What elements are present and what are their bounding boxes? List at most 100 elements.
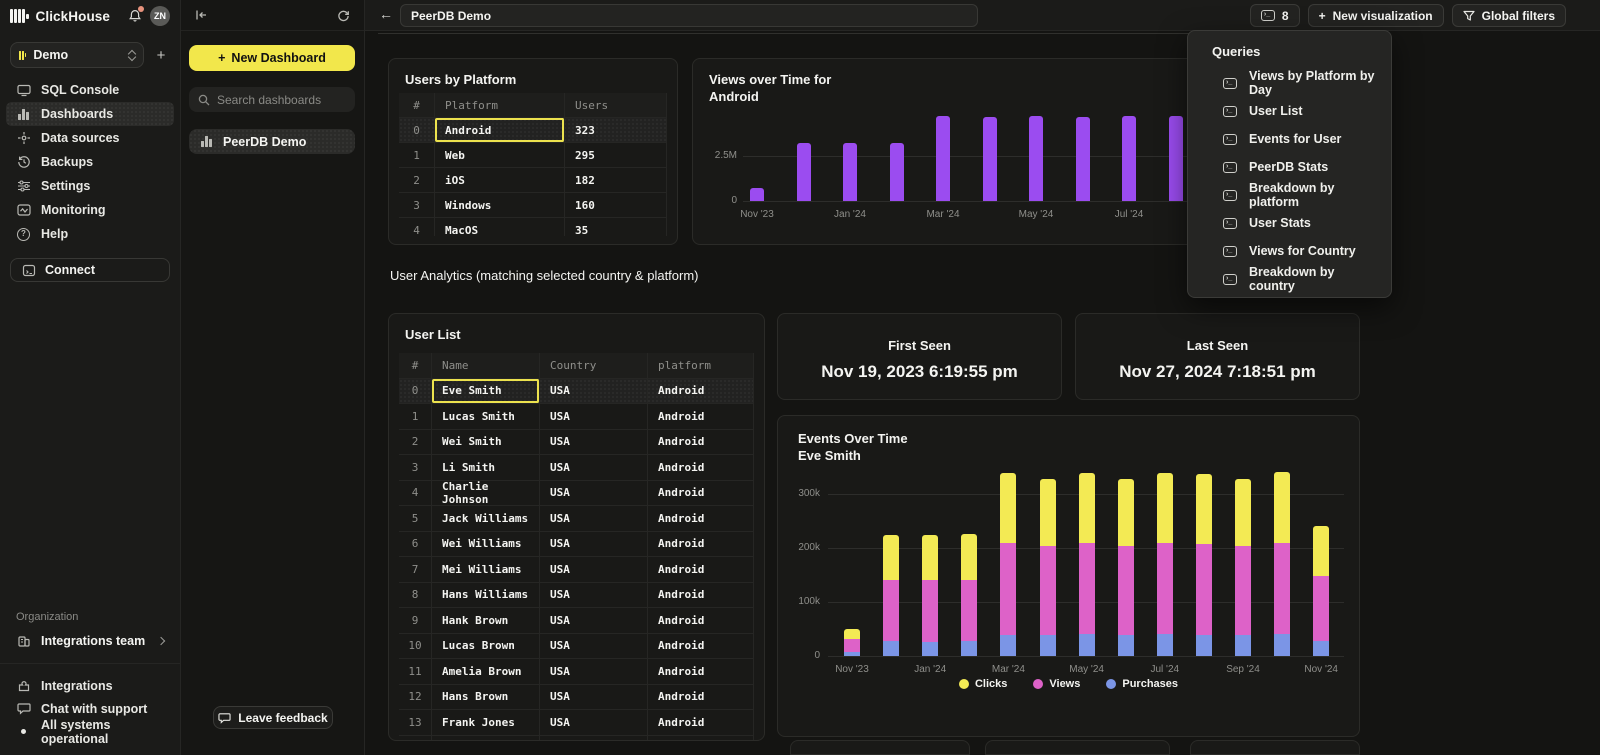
query-item[interactable]: Events for User bbox=[1188, 125, 1391, 153]
query-item[interactable]: PeerDB Stats bbox=[1188, 153, 1391, 181]
table-cell[interactable]: Li Smith bbox=[432, 455, 540, 480]
query-item[interactable]: User Stats bbox=[1188, 209, 1391, 237]
table-cell[interactable]: USA bbox=[540, 557, 648, 582]
views-bar[interactable] bbox=[843, 143, 857, 201]
sidebar-item-help[interactable]: ? Help bbox=[6, 222, 174, 246]
table-cell[interactable]: USA bbox=[540, 481, 648, 506]
dashboard-list-item-peerdb-demo[interactable]: PeerDB Demo bbox=[189, 129, 355, 154]
table-cell[interactable]: Android bbox=[648, 506, 754, 531]
table-cell[interactable]: Android bbox=[648, 659, 754, 684]
views-bar[interactable] bbox=[1122, 116, 1136, 202]
table-cell[interactable]: Android bbox=[435, 118, 565, 142]
connect-button[interactable]: Connect bbox=[10, 258, 170, 282]
table-cell[interactable]: Hank Brown bbox=[432, 608, 540, 633]
sidebar-item-dashboards[interactable]: Dashboards bbox=[6, 102, 174, 126]
table-cell[interactable]: USA bbox=[540, 685, 648, 710]
table-cell[interactable]: USA bbox=[540, 736, 648, 741]
table-cell[interactable]: 160 bbox=[565, 193, 667, 217]
table-cell[interactable]: USA bbox=[540, 634, 648, 659]
queries-count-button[interactable]: 8 bbox=[1250, 4, 1300, 27]
events-stacked-bar[interactable] bbox=[883, 416, 899, 656]
notifications-bell-icon[interactable] bbox=[127, 8, 143, 24]
legend-item-views[interactable]: Views bbox=[1033, 678, 1080, 690]
table-cell[interactable]: Wei Williams bbox=[432, 532, 540, 557]
table-cell[interactable]: Android bbox=[648, 455, 754, 480]
events-stacked-bar[interactable] bbox=[1157, 416, 1173, 656]
table-cell[interactable]: Android bbox=[648, 634, 754, 659]
events-stacked-bar[interactable] bbox=[1196, 416, 1212, 656]
table-cell[interactable]: MacOS bbox=[435, 218, 565, 236]
sidebar-item-sql-console[interactable]: SQL Console bbox=[6, 78, 174, 102]
table-cell[interactable]: Android bbox=[648, 557, 754, 582]
table-cell[interactable]: Noah Jones bbox=[432, 736, 540, 741]
events-stacked-bar[interactable] bbox=[1274, 416, 1290, 656]
table-cell[interactable]: Android bbox=[648, 430, 754, 455]
legend-item-clicks[interactable]: Clicks bbox=[959, 678, 1007, 690]
query-item[interactable]: Views by Platform by Day bbox=[1188, 69, 1391, 97]
sidebar-item-settings[interactable]: Settings bbox=[6, 174, 174, 198]
add-service-button[interactable]: + bbox=[152, 47, 170, 64]
sidebar-item-data-sources[interactable]: Data sources bbox=[6, 126, 174, 150]
table-cell[interactable]: Android bbox=[648, 710, 754, 735]
views-bar[interactable] bbox=[1076, 117, 1090, 201]
query-item[interactable]: User List bbox=[1188, 97, 1391, 125]
table-cell[interactable]: 323 bbox=[565, 118, 667, 142]
table-cell[interactable]: Hans Brown bbox=[432, 685, 540, 710]
events-stacked-bar[interactable] bbox=[1040, 416, 1056, 656]
table-cell[interactable]: iOS bbox=[435, 168, 565, 192]
table-cell[interactable]: Android bbox=[648, 532, 754, 557]
refresh-icon[interactable] bbox=[337, 9, 350, 22]
query-item[interactable]: Views for Country bbox=[1188, 237, 1391, 265]
table-cell[interactable]: USA bbox=[540, 455, 648, 480]
table-cell[interactable]: USA bbox=[540, 404, 648, 429]
table-cell[interactable]: Android bbox=[648, 583, 754, 608]
table-cell[interactable]: 182 bbox=[565, 168, 667, 192]
workspace-select[interactable]: Demo bbox=[10, 42, 144, 68]
table-cell[interactable]: USA bbox=[540, 430, 648, 455]
new-dashboard-button[interactable]: + New Dashboard bbox=[189, 45, 355, 71]
table-cell[interactable]: Android bbox=[648, 481, 754, 506]
events-stacked-bar[interactable] bbox=[1000, 416, 1016, 656]
table-cell[interactable]: Mei Williams bbox=[432, 557, 540, 582]
legend-item-purchases[interactable]: Purchases bbox=[1106, 678, 1178, 690]
table-cell[interactable]: Wei Smith bbox=[432, 430, 540, 455]
search-dashboards-input[interactable]: Search dashboards bbox=[189, 87, 355, 112]
table-cell[interactable]: Android bbox=[648, 608, 754, 633]
table-cell[interactable]: USA bbox=[540, 659, 648, 684]
table-cell[interactable]: 295 bbox=[565, 143, 667, 167]
table-cell[interactable]: Hans Williams bbox=[432, 583, 540, 608]
organization-team-item[interactable]: Integrations team bbox=[6, 629, 174, 653]
views-bar[interactable] bbox=[750, 188, 764, 202]
collapse-panel-icon[interactable] bbox=[195, 9, 208, 21]
table-cell[interactable]: Charlie Johnson bbox=[432, 481, 540, 506]
table-cell[interactable]: Frank Jones bbox=[432, 710, 540, 735]
table-cell[interactable]: USA bbox=[540, 583, 648, 608]
query-item[interactable]: Breakdown by country bbox=[1188, 265, 1391, 293]
views-bar[interactable] bbox=[797, 143, 811, 201]
views-bar[interactable] bbox=[1169, 116, 1183, 201]
table-cell[interactable]: Android bbox=[648, 685, 754, 710]
sidebar-item-backups[interactable]: Backups bbox=[6, 150, 174, 174]
table-cell[interactable]: USA bbox=[540, 506, 648, 531]
dashboard-title-input[interactable]: PeerDB Demo bbox=[400, 4, 978, 27]
views-bar[interactable] bbox=[1029, 116, 1043, 202]
views-bar[interactable] bbox=[890, 143, 904, 201]
table-cell[interactable]: Windows bbox=[435, 193, 565, 217]
table-cell[interactable]: Eve Smith bbox=[432, 379, 540, 404]
back-button[interactable]: ← bbox=[379, 6, 393, 22]
table-cell[interactable]: USA bbox=[540, 379, 648, 404]
events-stacked-bar[interactable] bbox=[922, 416, 938, 656]
table-cell[interactable]: Web bbox=[435, 143, 565, 167]
events-stacked-bar[interactable] bbox=[1118, 416, 1134, 656]
table-cell[interactable]: Android bbox=[648, 404, 754, 429]
table-cell[interactable]: Android bbox=[648, 736, 754, 741]
events-stacked-bar[interactable] bbox=[844, 416, 860, 656]
events-stacked-bar[interactable] bbox=[1235, 416, 1251, 656]
views-bar[interactable] bbox=[983, 117, 997, 201]
user-avatar[interactable]: ZN bbox=[150, 6, 170, 26]
table-cell[interactable]: Jack Williams bbox=[432, 506, 540, 531]
table-cell[interactable]: USA bbox=[540, 608, 648, 633]
global-filters-button[interactable]: Global filters bbox=[1452, 4, 1566, 27]
table-cell[interactable]: Lucas Brown bbox=[432, 634, 540, 659]
table-cell[interactable]: Lucas Smith bbox=[432, 404, 540, 429]
